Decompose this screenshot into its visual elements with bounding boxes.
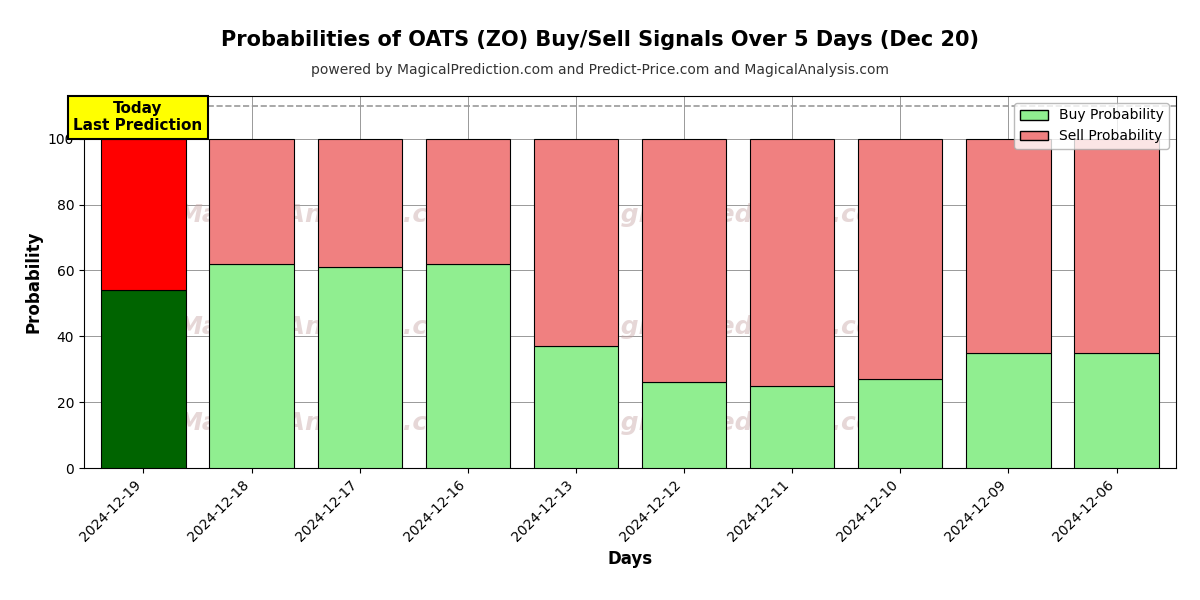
Text: Today
Last Prediction: Today Last Prediction bbox=[73, 101, 203, 133]
Text: MagicalPrediction.com: MagicalPrediction.com bbox=[580, 314, 899, 338]
Bar bbox=[1074, 139, 1159, 353]
Y-axis label: Probability: Probability bbox=[24, 231, 42, 333]
Bar bbox=[318, 267, 402, 468]
Bar bbox=[966, 139, 1050, 353]
Bar bbox=[210, 139, 294, 264]
Text: MagicalPrediction.com: MagicalPrediction.com bbox=[580, 412, 899, 436]
Bar bbox=[534, 139, 618, 346]
Text: powered by MagicalPrediction.com and Predict-Price.com and MagicalAnalysis.com: powered by MagicalPrediction.com and Pre… bbox=[311, 63, 889, 77]
Bar bbox=[966, 353, 1050, 468]
Bar bbox=[1074, 353, 1159, 468]
Bar bbox=[642, 382, 726, 468]
Bar bbox=[858, 379, 942, 468]
Bar bbox=[858, 139, 942, 379]
Legend: Buy Probability, Sell Probability: Buy Probability, Sell Probability bbox=[1014, 103, 1169, 149]
Text: Probabilities of OATS (ZO) Buy/Sell Signals Over 5 Days (Dec 20): Probabilities of OATS (ZO) Buy/Sell Sign… bbox=[221, 30, 979, 50]
Text: MagicalAnalysis.com: MagicalAnalysis.com bbox=[178, 203, 470, 227]
X-axis label: Days: Days bbox=[607, 550, 653, 568]
Bar bbox=[101, 139, 186, 290]
Bar bbox=[426, 139, 510, 264]
Text: MagicalPrediction.com: MagicalPrediction.com bbox=[580, 203, 899, 227]
Bar bbox=[318, 139, 402, 267]
Text: MagicalAnalysis.com: MagicalAnalysis.com bbox=[178, 314, 470, 338]
Bar bbox=[642, 139, 726, 382]
Bar bbox=[750, 386, 834, 468]
Text: MagicalAnalysis.com: MagicalAnalysis.com bbox=[178, 412, 470, 436]
Bar bbox=[426, 264, 510, 468]
Bar bbox=[210, 264, 294, 468]
Bar bbox=[750, 139, 834, 386]
Bar bbox=[101, 290, 186, 468]
Bar bbox=[534, 346, 618, 468]
